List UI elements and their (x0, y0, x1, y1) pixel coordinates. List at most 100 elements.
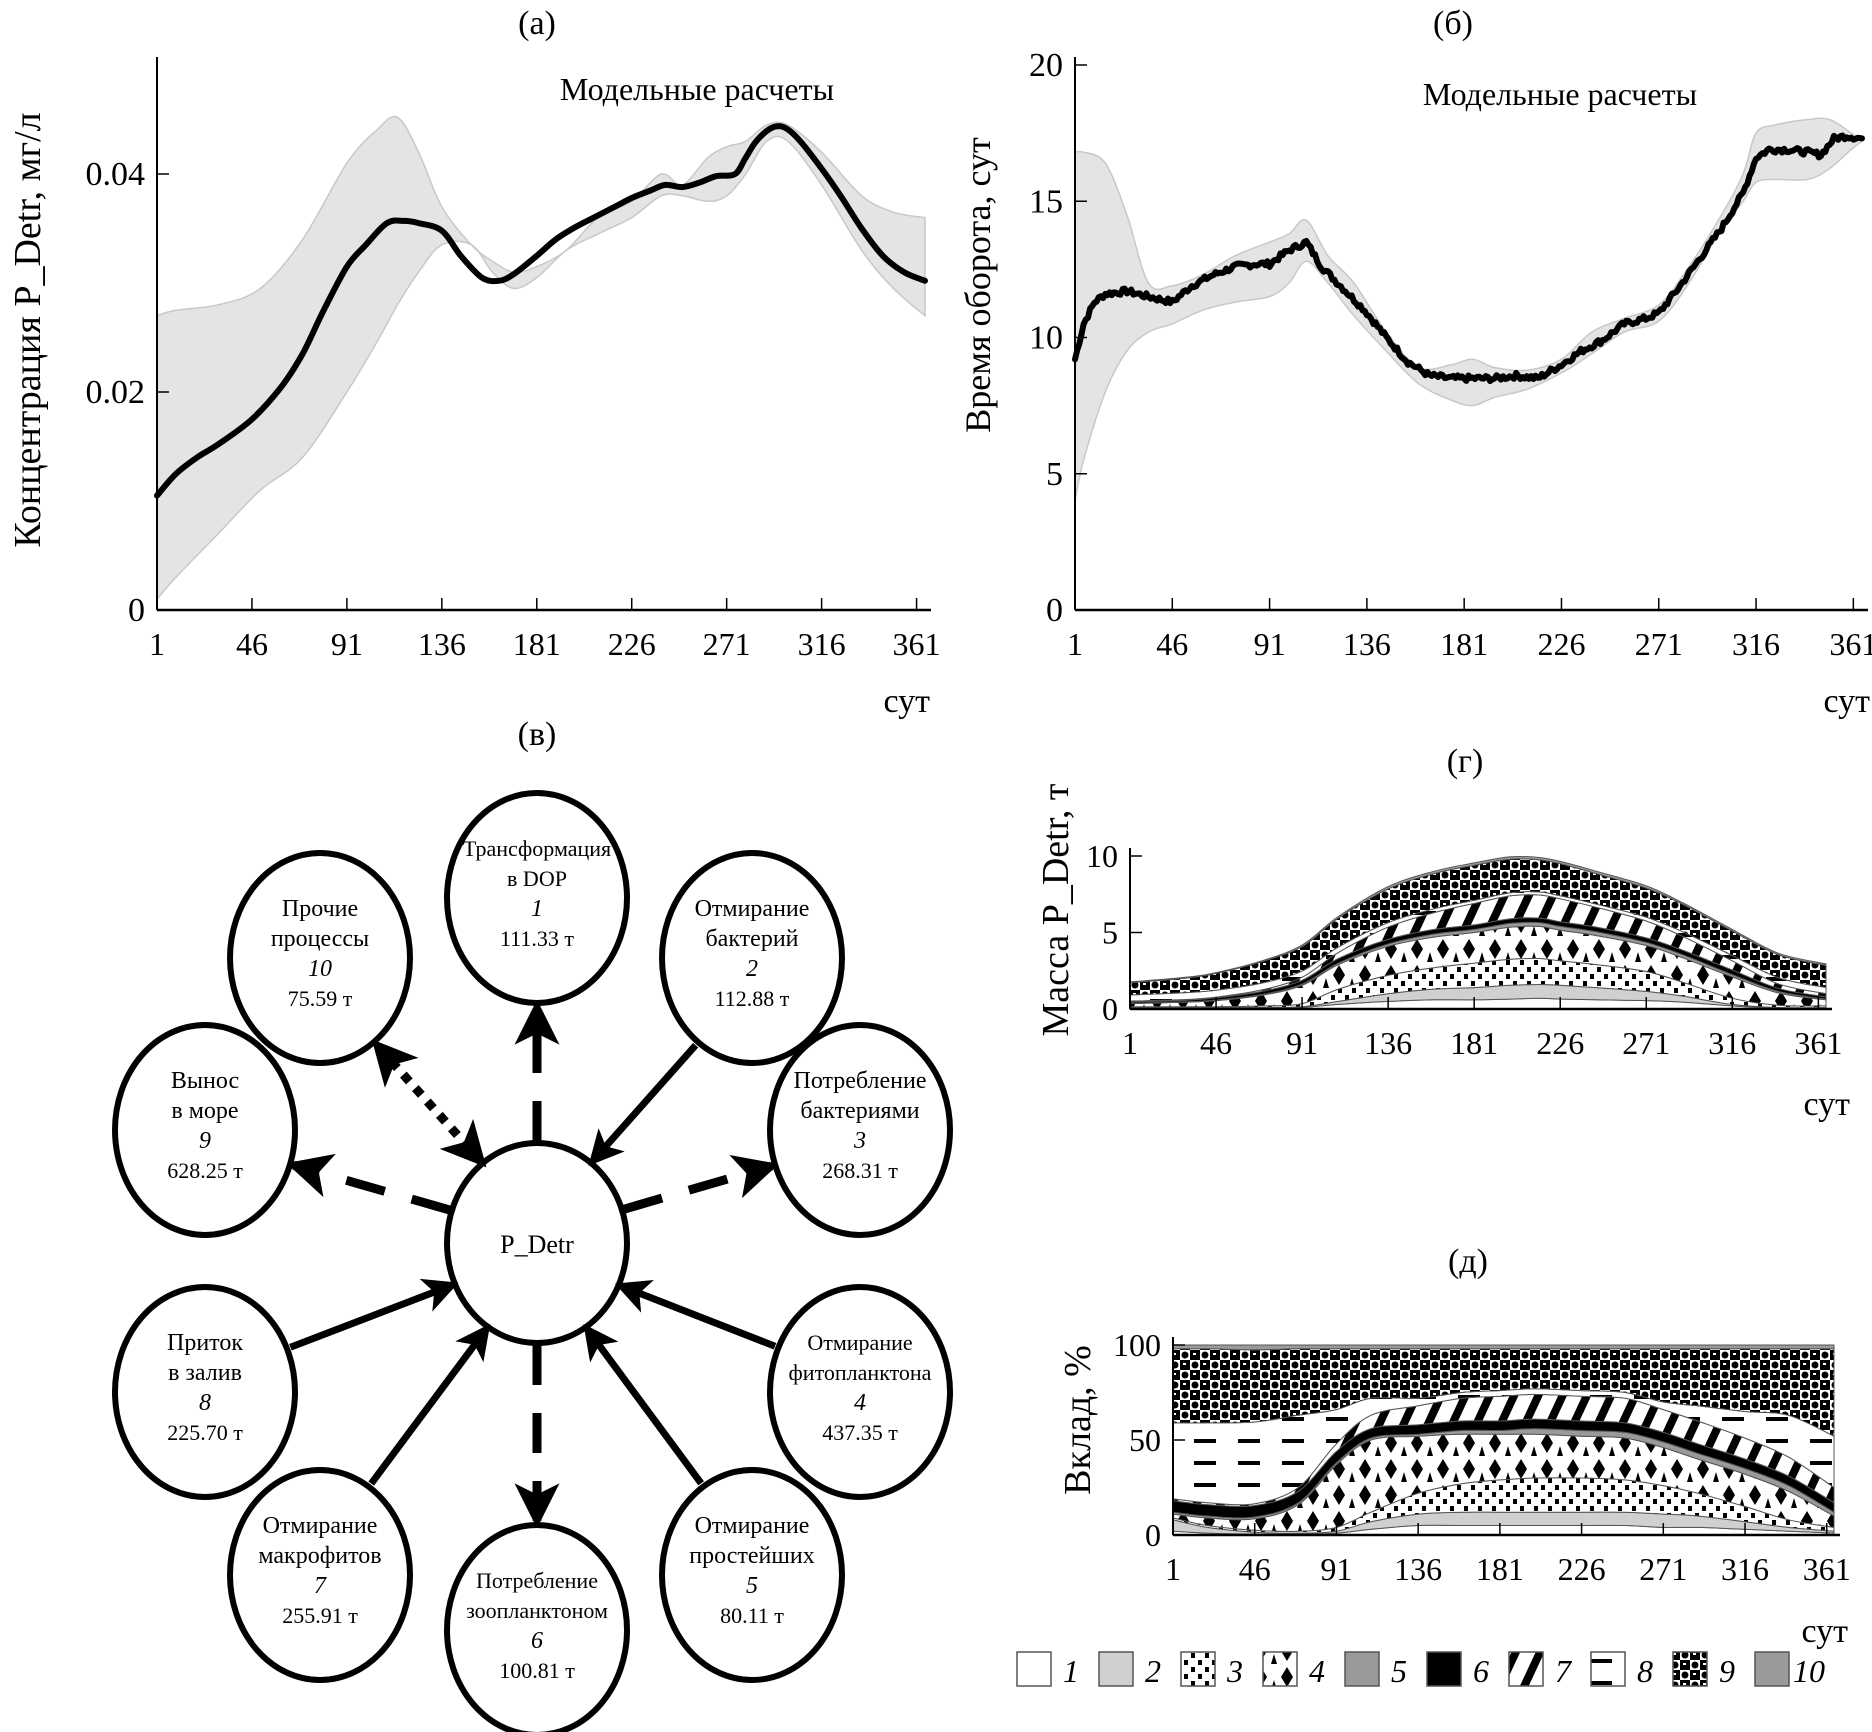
node-label-line: Трансформация (463, 836, 611, 861)
legend-swatch-diamonds (1262, 1651, 1298, 1687)
flux-arrow-5 (583, 1323, 704, 1486)
legend-label: 7 (1555, 1653, 1573, 1689)
node-label-line: зоопланктоном (466, 1598, 608, 1623)
node-value: 80.11 т (720, 1603, 784, 1628)
node-number: 6 (531, 1628, 543, 1654)
legend-item-1: 1 (1016, 1651, 1079, 1689)
node-value: 75.59 т (288, 986, 353, 1011)
panel-label: (в) (518, 716, 557, 753)
x-tick-label: 316 (1721, 1551, 1769, 1587)
node-circle (444, 790, 630, 1006)
x-tick-label: 136 (1394, 1551, 1442, 1587)
y-tick-label: 5 (1046, 456, 1063, 493)
node-label-line: бактериями (800, 1098, 919, 1124)
node-number: 2 (746, 956, 758, 982)
y-tick-label: 0 (128, 592, 145, 629)
legend-item-10: 10 (1754, 1651, 1825, 1689)
node-label-line: фитопланктона (789, 1360, 932, 1385)
y-tick-label: 100 (1113, 1327, 1161, 1363)
panel-label: (г) (1447, 743, 1484, 780)
center-node (444, 1140, 630, 1346)
x-tick-label: 361 (1829, 626, 1872, 662)
plot-area: 1 46 91 136 181 226 271 316 361 0 50 100 (1113, 1327, 1851, 1587)
node-value: 225.70 т (167, 1420, 243, 1445)
x-axis-unit-label: сут (883, 683, 930, 720)
panel-d-contribution-stacked-chart: (д) Вклад, % сут 1 46 91 136 181 226 271 316 361… (1057, 1243, 1851, 1650)
legend-swatch-gray (1344, 1651, 1380, 1687)
node-label-line: Вынос (171, 1068, 239, 1094)
node-label-line: Потребление (793, 1068, 926, 1094)
y-axis-label: Время оборота, сут (958, 137, 998, 433)
panel-label: (б) (1433, 5, 1473, 42)
legend-swatch-checker-dots (1672, 1651, 1708, 1687)
legend-swatch-gray (1754, 1651, 1790, 1687)
center-node-label: P_Detr (500, 1230, 574, 1259)
y-axis-label: Масса P_Detr, т (1035, 783, 1077, 1036)
x-axis-unit-label: сут (1803, 1086, 1850, 1123)
node-value: 112.88 т (715, 986, 790, 1011)
y-tick-label: 5 (1102, 915, 1118, 951)
node-label-line: Прочие (282, 896, 358, 922)
x-tick-label: 1 (1122, 1025, 1138, 1061)
node-label-line: в море (171, 1098, 238, 1124)
flux-arrow-9 (286, 1153, 452, 1215)
x-tick-label: 271 (1639, 1551, 1687, 1587)
legend-item-9: 9 (1672, 1651, 1735, 1689)
node-label-line: бактерий (705, 926, 798, 952)
node-value: 437.35 т (822, 1420, 898, 1445)
legend-swatch-diagonal-stripes (1508, 1651, 1544, 1687)
panel-label: (д) (1448, 1243, 1488, 1280)
legend-item-7: 7 (1508, 1651, 1573, 1689)
x-tick-label: 226 (1558, 1551, 1606, 1587)
node-circle (767, 1022, 953, 1238)
legend-item-3: 3 (1180, 1651, 1243, 1689)
x-tick-label: 271 (1622, 1025, 1670, 1061)
flux-node-4: Отмирание фитопланктона 4 437.35 т (767, 1284, 953, 1500)
flux-node-1: Трансформация в DOP 1 111.33 т (444, 790, 630, 1006)
x-tick-label: 91 (1320, 1551, 1352, 1587)
legend-swatch-dashes (1590, 1651, 1626, 1687)
node-circle (659, 1467, 845, 1683)
legend-swatch-light-gray (1098, 1651, 1134, 1687)
chart-annotation: Модельные расчеты (1423, 76, 1697, 112)
x-axis-unit-label: сут (1801, 1613, 1848, 1650)
flux-arrow-3 (622, 1154, 779, 1214)
flux-node-7: Отмирание макрофитов 7 255.91 т (227, 1467, 413, 1683)
node-value: 628.25 т (167, 1158, 243, 1183)
node-number: 10 (308, 956, 332, 982)
axes: 1 46 91 136 181 226 271 316 361 0 5 10 15 20 (1029, 47, 1872, 662)
node-label-line: Приток (167, 1330, 243, 1356)
y-tick-label: 0.04 (86, 156, 146, 193)
x-tick-label: 46 (236, 626, 268, 662)
x-tick-label: 271 (703, 626, 751, 662)
node-number: 8 (199, 1390, 211, 1416)
x-tick-label: 46 (1156, 626, 1188, 662)
legend-label: 4 (1309, 1653, 1325, 1689)
node-label-line: Отмирание (263, 1513, 378, 1539)
x-tick-label: 316 (1708, 1025, 1756, 1061)
node-circle (227, 1467, 413, 1683)
y-tick-label: 10 (1086, 838, 1118, 874)
stack-layer-10 (1172, 1344, 1835, 1351)
plot-area: 1 46 91 136 181 226 271 316 361 0 5 10 (1086, 838, 1842, 1061)
y-tick-label: 50 (1129, 1422, 1161, 1458)
x-tick-label: 91 (331, 626, 363, 662)
legend-label: 3 (1226, 1653, 1243, 1689)
y-axis-label: Вклад, % (1057, 1345, 1099, 1495)
node-number: 3 (853, 1128, 866, 1154)
x-tick-label: 361 (1794, 1025, 1842, 1061)
node-label-line: Отмирание (695, 896, 810, 922)
flux-arrow-7 (368, 1323, 491, 1486)
panel-label: (a) (518, 5, 556, 42)
y-axis-label: Концентрация P_Detr, мг/л (7, 112, 49, 547)
panel-v-flux-diagram: (в) P_Detr Трансформация в DOP 1 111.33 т Отм… (112, 716, 953, 1732)
axes: 1 46 91 136 181 226 271 316 361 0 5 10 (1086, 838, 1842, 1061)
x-tick-label: 136 (1343, 626, 1391, 662)
legend-label: 8 (1637, 1653, 1653, 1689)
flux-arrow-8 (289, 1278, 459, 1351)
x-tick-label: 226 (608, 626, 656, 662)
flux-diagram: P_Detr Трансформация в DOP 1 111.33 т Отмиран… (112, 790, 953, 1732)
node-label-line: Отмирание (807, 1330, 912, 1355)
x-tick-label: 361 (893, 626, 941, 662)
x-tick-label: 1 (1165, 1551, 1181, 1587)
